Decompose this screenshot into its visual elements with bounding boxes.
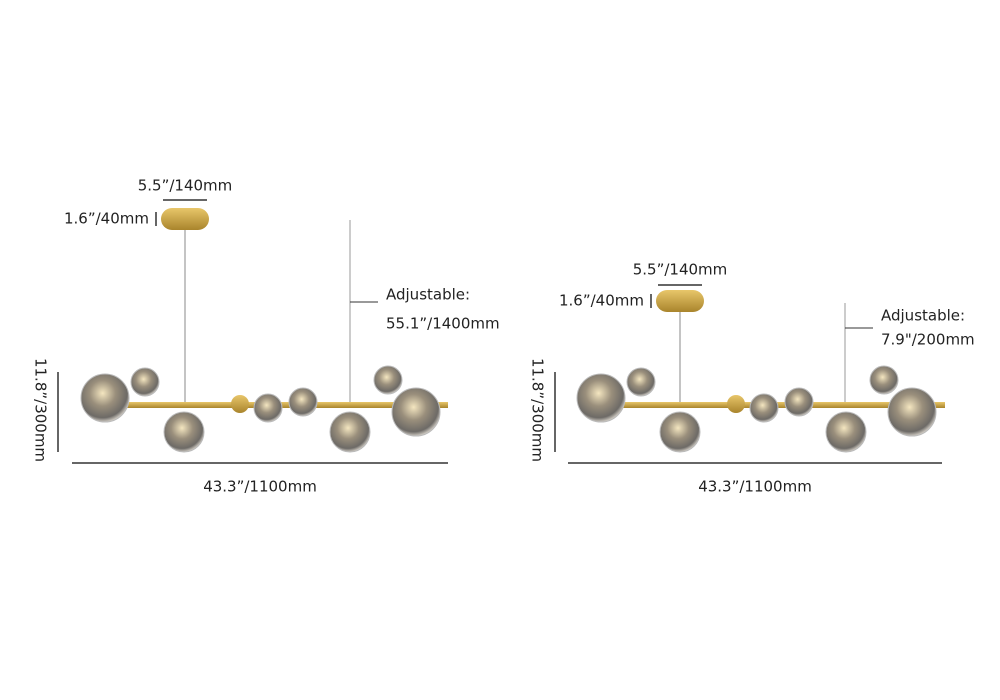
globe — [288, 387, 318, 417]
globe — [784, 387, 814, 417]
adjustable-label: Adjustable: — [386, 286, 470, 304]
adjustable-label: Adjustable: — [881, 307, 965, 325]
canopy — [656, 290, 704, 312]
globe — [253, 393, 283, 423]
canopy-height-label: 1.6”/40mm — [64, 210, 149, 228]
adjustable-length: 55.1”/1400mm — [386, 315, 500, 333]
globe — [576, 373, 626, 423]
width-label: 43.3”/1100mm — [698, 478, 812, 496]
globe — [373, 365, 403, 395]
globe — [749, 393, 779, 423]
width-label: 43.3”/1100mm — [203, 478, 317, 496]
globe — [825, 411, 867, 453]
globe — [130, 367, 160, 397]
canopy-height-label: 1.6”/40mm — [559, 292, 644, 310]
globe — [887, 387, 937, 437]
hub — [231, 395, 249, 413]
globe — [163, 411, 205, 453]
height-label: 11.8”/300mm — [529, 358, 547, 462]
globe — [391, 387, 441, 437]
globe — [869, 365, 899, 395]
hub — [727, 395, 745, 413]
canopy-width-label: 5.5”/140mm — [138, 177, 233, 195]
canopy — [161, 208, 209, 230]
height-label: 11.8”/300mm — [32, 358, 50, 462]
globe — [626, 367, 656, 397]
globe — [80, 373, 130, 423]
globe — [659, 411, 701, 453]
canopy-width-label: 5.5”/140mm — [633, 261, 728, 279]
adjustable-length: 7.9"/200mm — [881, 331, 975, 349]
globe — [329, 411, 371, 453]
